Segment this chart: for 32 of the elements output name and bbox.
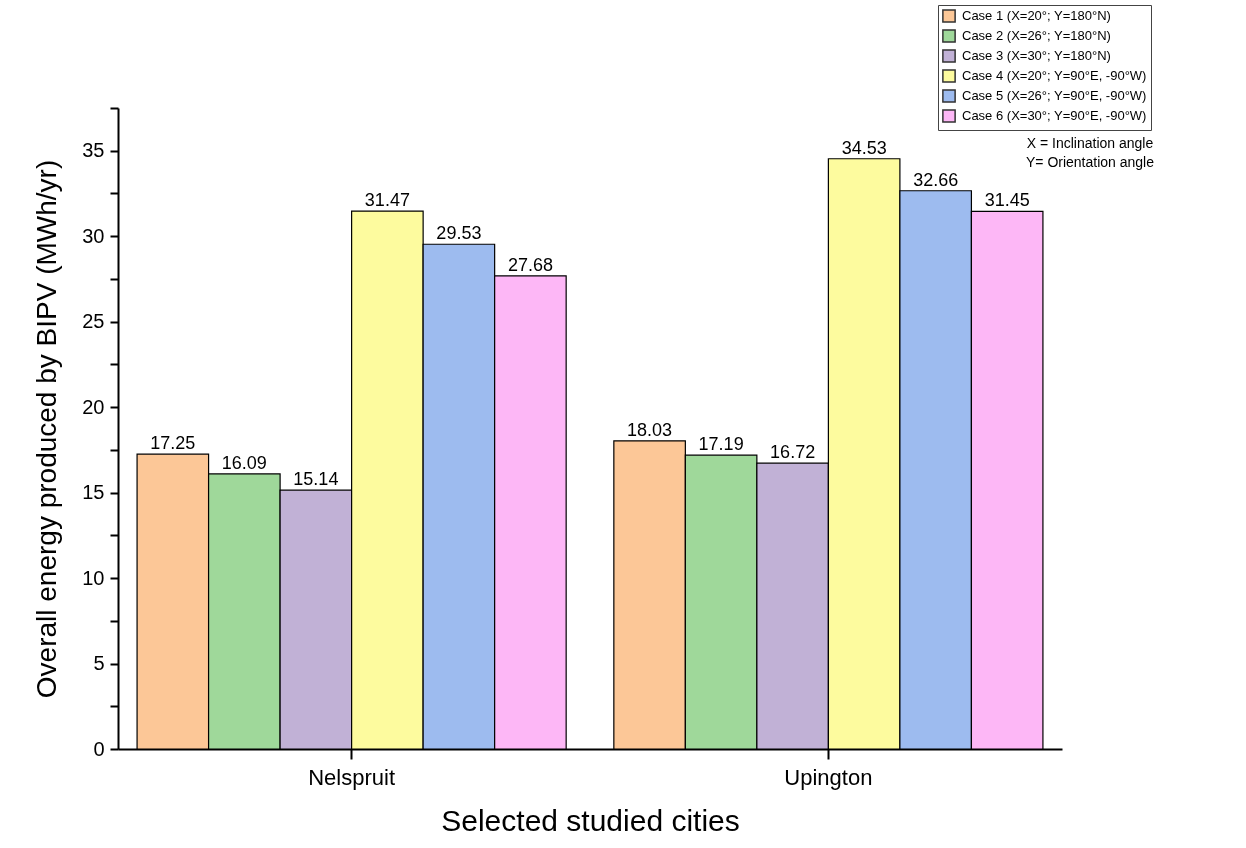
y-tick-label: 25	[82, 310, 105, 333]
data-label: 32.66	[913, 169, 959, 190]
legend-label: Case 6 (X=30°; Y=90°E, -90°W)	[962, 108, 1147, 123]
y-tick-label: 10	[82, 566, 105, 589]
legend-label: Case 2 (X=26°; Y=180°N)	[962, 28, 1111, 43]
annotation: Y= Orientation angle	[1025, 154, 1155, 170]
data-label: 27.68	[507, 254, 553, 275]
y-tick-label: 30	[82, 224, 105, 247]
legend-label: Case 3 (X=30°; Y=180°N)	[962, 48, 1111, 63]
data-label: 17.19	[698, 434, 744, 455]
annotation: X = Inclination angle	[1026, 135, 1154, 151]
data-label: 17.25	[150, 433, 196, 454]
data-label: 16.72	[770, 442, 816, 463]
data-label: 31.47	[364, 190, 410, 211]
data-label: 15.14	[293, 469, 339, 490]
y-tick-label: 0	[93, 737, 105, 760]
x-tick-label: Nelspruit	[308, 764, 396, 790]
y-tick-label: 15	[82, 481, 105, 504]
data-label: 31.45	[984, 190, 1030, 211]
data-label: 29.53	[436, 223, 482, 244]
y-tick-label: 5	[93, 652, 105, 675]
legend-label: Case 4 (X=20°; Y=90°E, -90°W)	[962, 68, 1147, 83]
data-label: 34.53	[841, 137, 887, 158]
x-axis-title: Selected studied cities	[441, 803, 740, 837]
y-tick-label: 35	[82, 139, 105, 162]
data-label: 18.03	[627, 419, 673, 440]
data-label: 16.09	[221, 452, 267, 473]
x-tick-label: Upington	[784, 764, 873, 790]
legend-label: Case 5 (X=26°; Y=90°E, -90°W)	[962, 88, 1147, 103]
y-axis-title: Overall energy produced by BIPV (MWh/yr)	[31, 159, 63, 699]
y-tick-label: 20	[82, 395, 105, 418]
legend-label: Case 1 (X=20°; Y=180°N)	[962, 8, 1111, 23]
